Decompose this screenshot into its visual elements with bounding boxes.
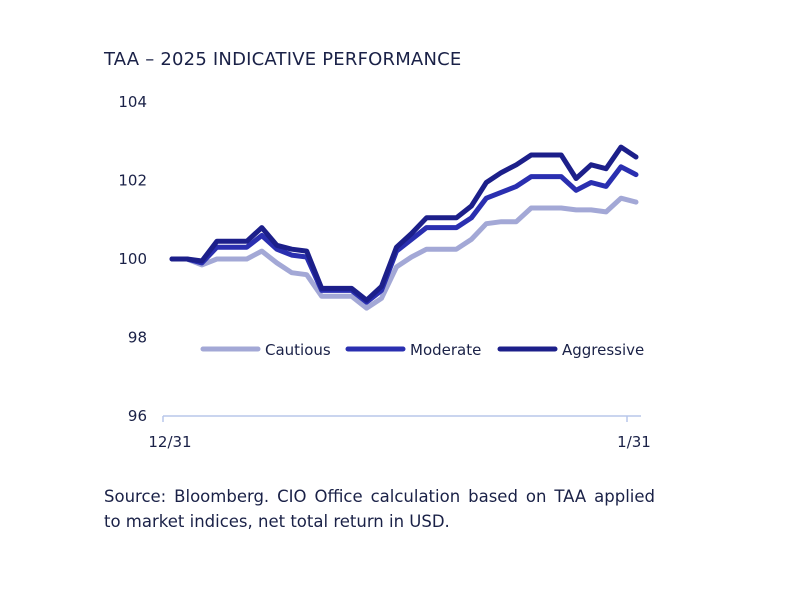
legend-label-cautious: Cautious (265, 341, 331, 359)
legend-label-aggressive: Aggressive (562, 341, 644, 359)
x-tick-label-end: 1/31 (617, 433, 651, 451)
y-tick-label-98: 98 (128, 329, 147, 347)
y-tick-label-100: 100 (118, 250, 147, 268)
legend: Cautious Moderate Aggressive (200, 341, 644, 359)
series-line-moderate (169, 164, 639, 305)
legend-label-moderate: Moderate (410, 341, 481, 359)
y-tick-label-96: 96 (128, 407, 147, 425)
series-line-aggressive (169, 144, 639, 303)
y-axis-ticks: 96 98 100 102 104 (118, 93, 147, 425)
chart-title: TAA – 2025 INDICATIVE PERFORMANCE (104, 49, 462, 70)
series-line-cautious (169, 195, 639, 311)
x-tick-label-start: 12/31 (148, 433, 191, 451)
y-tick-label-104: 104 (118, 93, 147, 111)
source-note: Source: Bloomberg. CIO Office calculatio… (104, 487, 655, 531)
y-tick-label-102: 102 (118, 172, 147, 190)
series-lines (169, 144, 639, 311)
